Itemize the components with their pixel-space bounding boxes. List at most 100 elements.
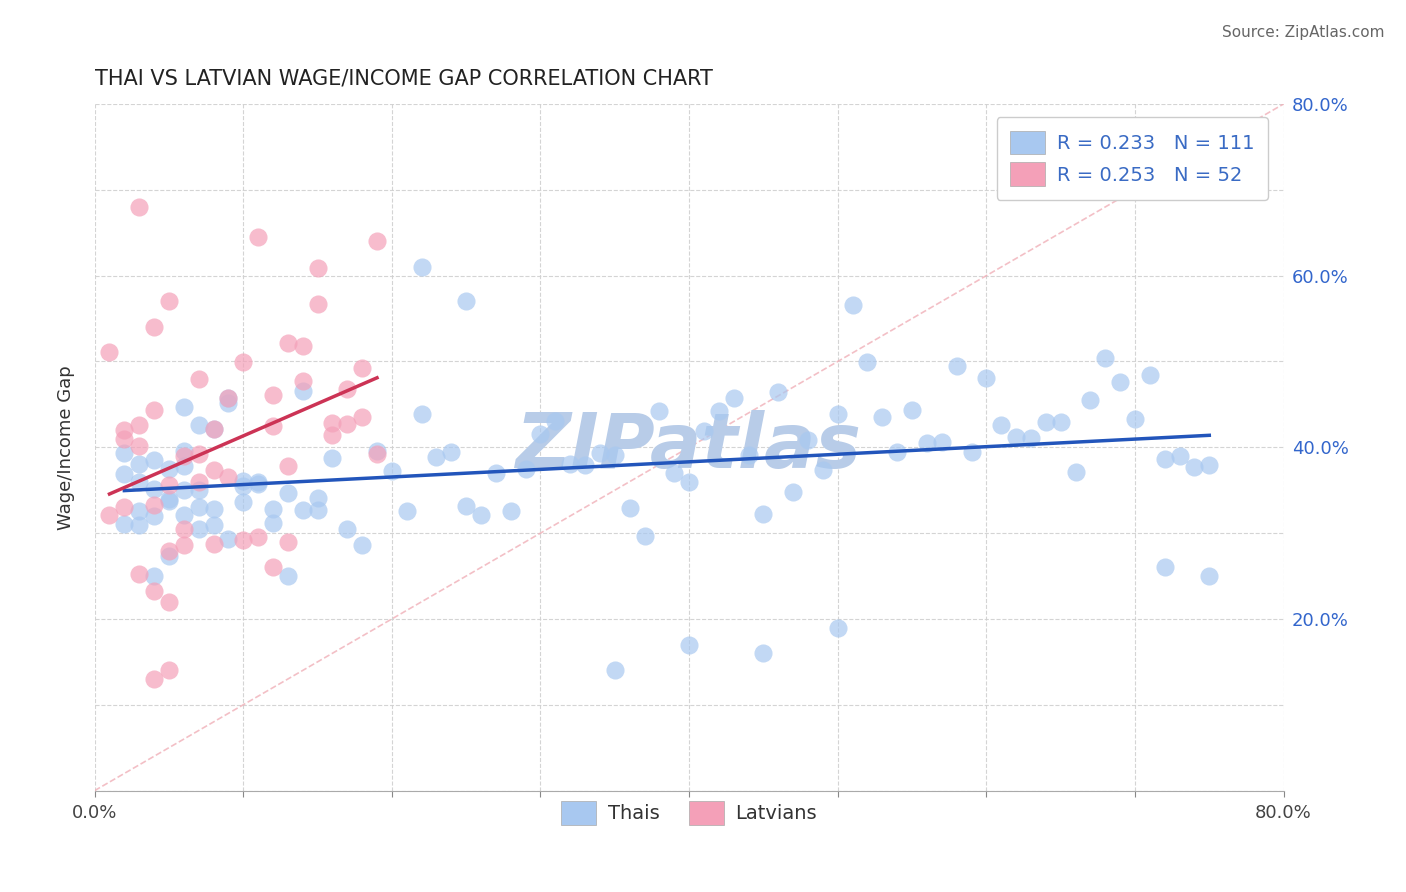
Point: [872, 410, 894, 425]
Point: [128, 517, 150, 532]
Point: [366, 447, 388, 461]
Point: [841, 298, 863, 312]
Point: [693, 424, 716, 438]
Point: [352, 361, 374, 376]
Point: [470, 508, 492, 523]
Point: [945, 359, 967, 373]
Point: [202, 502, 225, 516]
Point: [277, 568, 299, 582]
Point: [291, 374, 314, 388]
Point: [664, 466, 686, 480]
Point: [1198, 569, 1220, 583]
Point: [395, 504, 418, 518]
Point: [173, 538, 195, 552]
Point: [143, 584, 166, 599]
Point: [262, 501, 284, 516]
Point: [98, 508, 121, 522]
Point: [262, 388, 284, 402]
Point: [98, 345, 121, 359]
Point: [352, 410, 374, 425]
Point: [143, 403, 166, 417]
Point: [143, 568, 166, 582]
Point: [187, 447, 209, 461]
Point: [336, 417, 359, 432]
Point: [915, 435, 938, 450]
Point: [157, 595, 180, 609]
Legend: Thais, Latvians: Thais, Latvians: [554, 793, 825, 832]
Point: [633, 529, 655, 543]
Point: [277, 486, 299, 500]
Point: [187, 475, 209, 490]
Point: [797, 433, 820, 447]
Point: [291, 339, 314, 353]
Point: [440, 445, 463, 459]
Point: [619, 500, 641, 515]
Point: [157, 494, 180, 508]
Point: [173, 444, 195, 458]
Point: [157, 477, 180, 491]
Point: [173, 483, 195, 498]
Point: [1123, 411, 1146, 425]
Point: [678, 638, 700, 652]
Point: [307, 297, 329, 311]
Point: [217, 469, 239, 483]
Point: [1049, 416, 1071, 430]
Point: [1035, 416, 1057, 430]
Point: [782, 485, 804, 500]
Point: [187, 371, 209, 385]
Point: [931, 434, 953, 449]
Point: [157, 294, 180, 309]
Point: [1109, 375, 1132, 389]
Point: [217, 396, 239, 410]
Point: [112, 432, 135, 446]
Point: [752, 646, 775, 660]
Text: THAI VS LATVIAN WAGE/INCOME GAP CORRELATION CHART: THAI VS LATVIAN WAGE/INCOME GAP CORRELAT…: [94, 69, 713, 88]
Point: [202, 422, 225, 436]
Point: [262, 516, 284, 530]
Point: [321, 451, 343, 466]
Point: [277, 534, 299, 549]
Point: [827, 621, 849, 635]
Point: [366, 443, 388, 458]
Point: [307, 503, 329, 517]
Point: [1080, 392, 1102, 407]
Point: [112, 423, 135, 437]
Point: [202, 463, 225, 477]
Point: [811, 462, 834, 476]
Point: [411, 260, 433, 274]
Point: [202, 518, 225, 533]
Point: [128, 567, 150, 582]
Point: [232, 479, 254, 493]
Point: [112, 500, 135, 515]
Point: [336, 522, 359, 536]
Point: [157, 491, 180, 506]
Point: [1019, 431, 1042, 445]
Point: [128, 475, 150, 489]
Point: [425, 450, 447, 464]
Point: [307, 260, 329, 275]
Point: [678, 475, 700, 489]
Point: [485, 466, 508, 480]
Point: [752, 507, 775, 521]
Point: [143, 482, 166, 496]
Point: [232, 495, 254, 509]
Point: [187, 500, 209, 515]
Point: [247, 530, 270, 544]
Point: [901, 403, 924, 417]
Point: [366, 235, 388, 249]
Point: [217, 391, 239, 405]
Point: [499, 503, 522, 517]
Point: [1153, 560, 1175, 574]
Point: [1153, 451, 1175, 466]
Point: [187, 483, 209, 497]
Point: [960, 444, 983, 458]
Point: [143, 320, 166, 334]
Point: [157, 664, 180, 678]
Point: [560, 458, 582, 472]
Point: [321, 416, 343, 430]
Point: [574, 458, 596, 472]
Point: [173, 400, 195, 414]
Point: [143, 508, 166, 523]
Point: [768, 384, 790, 399]
Point: [1198, 458, 1220, 473]
